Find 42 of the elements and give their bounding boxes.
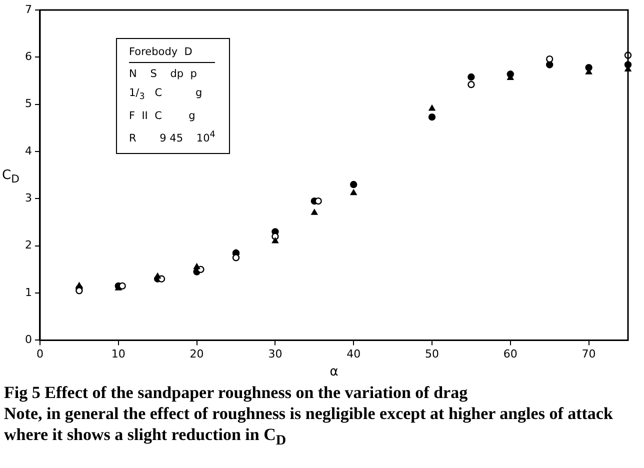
point — [428, 104, 436, 111]
point — [350, 180, 358, 188]
y-tick-label: 6 — [25, 50, 32, 64]
text: Note, in general the effect of roughness is negligible except at higher angles of attack where it shows a slight reduction in C$_{D}$ — [4, 403, 614, 450]
point — [194, 263, 200, 270]
point — [76, 282, 82, 288]
x-tick-label: 20 — [190, 348, 204, 361]
text: Fig 5 Effect of the sandpaper roughness on the variation of drag — [4, 382, 469, 403]
y-tick-label: 5 — [25, 97, 32, 110]
x-tick-label: 30 — [268, 348, 282, 361]
x-tick-label: 40 — [346, 348, 361, 361]
point — [76, 287, 83, 294]
annotation: N S dp p — [129, 67, 198, 82]
point — [546, 55, 554, 63]
x-tick-label: 50 — [425, 348, 439, 361]
y-tick-label: 3 — [25, 192, 32, 205]
x-tick-label: 70 — [582, 348, 596, 361]
point — [118, 282, 126, 290]
point — [314, 197, 322, 205]
annotation: R 9 45 10$^{4}$ — [129, 129, 216, 147]
y-tick-label: 1 — [25, 286, 32, 299]
point — [154, 272, 161, 279]
x-tick-label: 0 — [36, 348, 44, 361]
point — [311, 209, 318, 215]
point — [350, 189, 357, 196]
point — [272, 238, 278, 244]
y-tick-label: 0 — [25, 333, 32, 346]
point — [468, 80, 475, 88]
annotation: F II C g — [129, 109, 196, 124]
y-tick-label: 7 — [25, 2, 32, 16]
y-axis-title: C$_{D}$ — [2, 168, 20, 186]
point — [232, 254, 240, 262]
point — [428, 113, 436, 121]
y-tick-label: 2 — [25, 238, 32, 252]
annotation: 1/$_{3}$ C g — [129, 86, 204, 104]
annotation: Forebody D — [129, 43, 216, 63]
x-tick-label: 10 — [111, 348, 126, 361]
x-axis-title: α — [330, 364, 338, 380]
point — [546, 61, 554, 68]
point — [468, 73, 475, 81]
y-tick-label: 4 — [25, 144, 32, 158]
x-tick-label: 60 — [503, 348, 518, 361]
